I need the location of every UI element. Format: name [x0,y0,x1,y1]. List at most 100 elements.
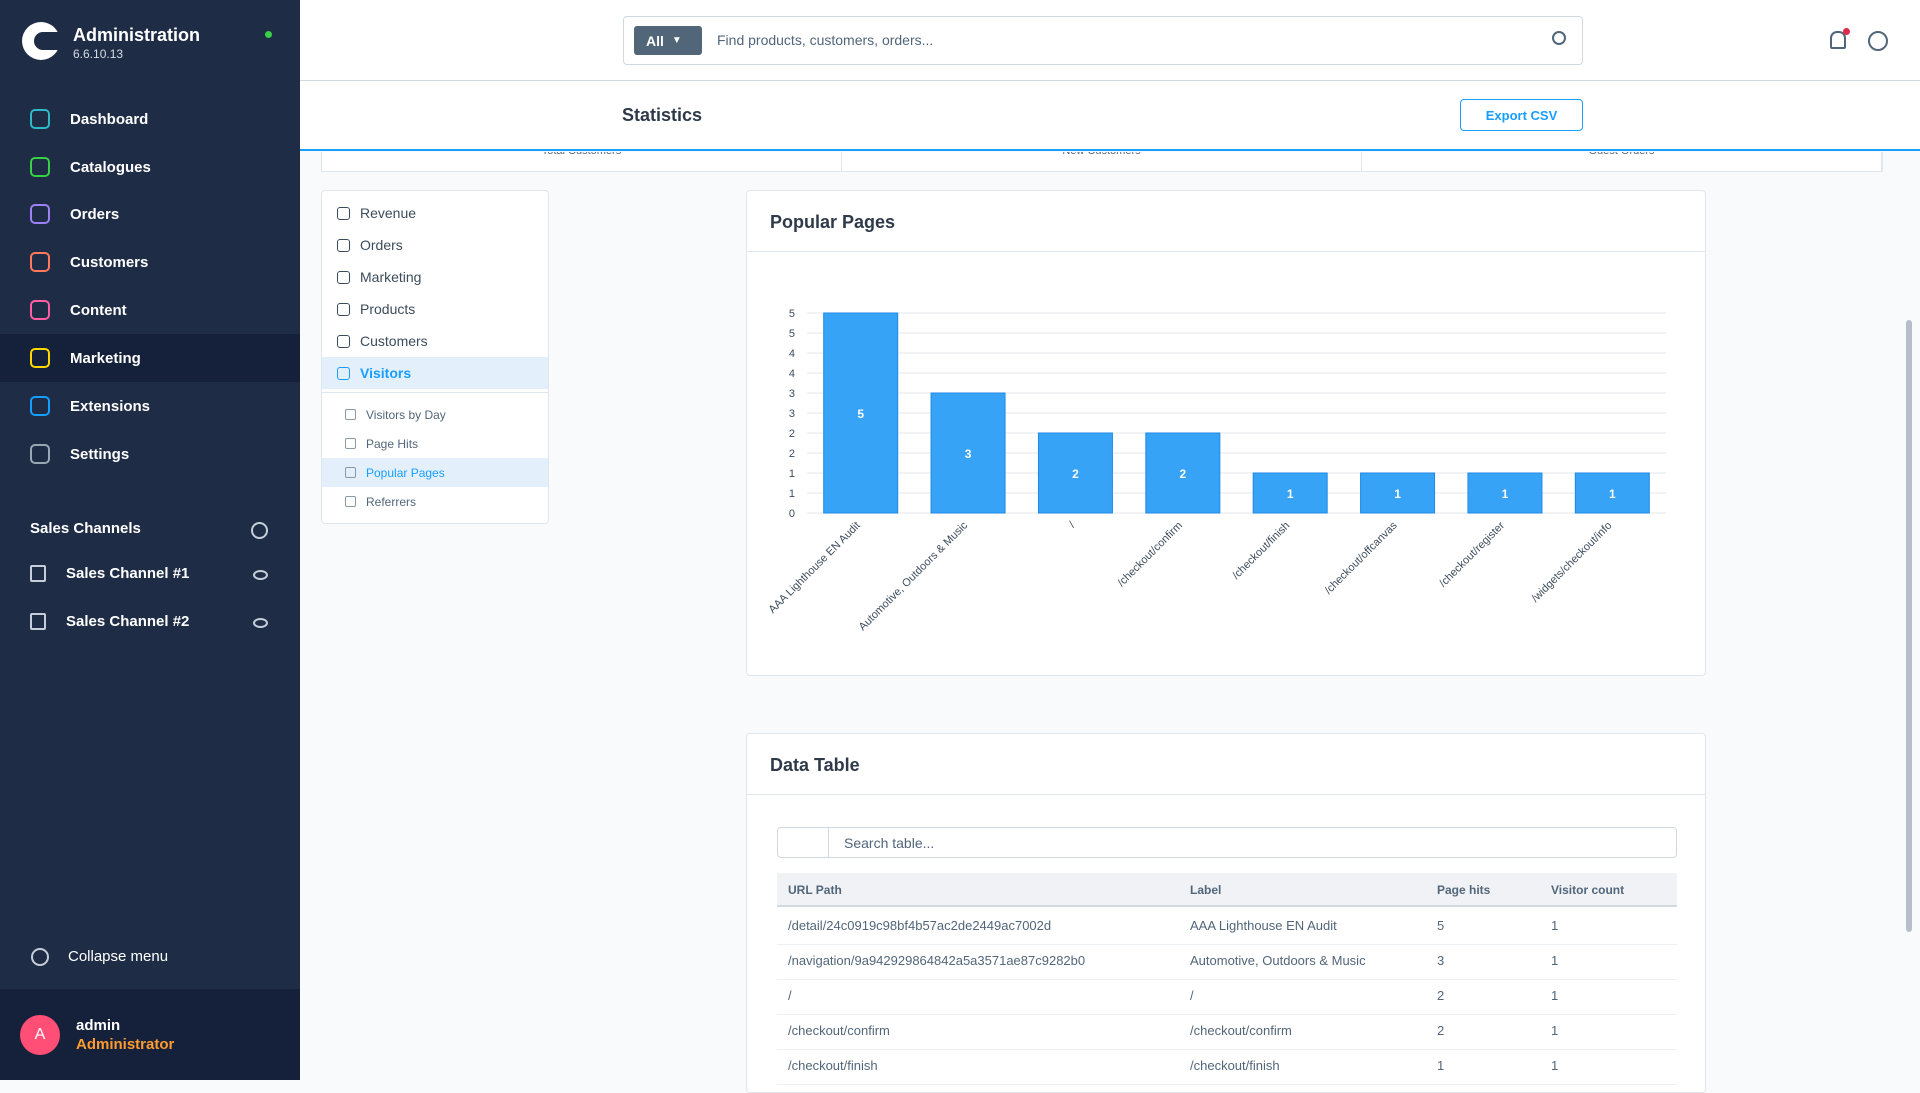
data-label: 3 [965,447,972,461]
y-tick-label: 5 [789,308,795,320]
help[interactable] [1868,31,1888,51]
visibility[interactable] [253,618,268,628]
bar [1145,432,1221,514]
search-filter[interactable]: All ▼ [634,26,702,55]
submenu-icon [345,467,356,478]
menu-icon [337,207,350,220]
table-title: Data Table [770,755,860,775]
submenu-item[interactable]: Referrers [322,487,548,516]
data-label: 2 [1072,467,1079,481]
export-button[interactable]: Export CSV [1460,99,1583,131]
table-cell: /checkout/finish [1190,1058,1280,1073]
menu-icon [337,335,350,348]
table-cell: 1 [1551,1058,1559,1073]
table-header: URL Path Label Page hits Visitor count [777,873,1677,907]
submenu-label: Popular Pages [366,465,445,480]
summary-strip: Total CustomersNew CustomersGuest Orders [321,152,1883,172]
nav-icon [30,204,50,224]
row-divider [777,1084,1677,1085]
user-role: Administrator [76,1036,175,1053]
y-tick-label: 3 [789,388,795,400]
nav-label: Customers [70,253,149,271]
avatar: A [20,1015,60,1055]
page-title: Statistics [622,105,703,125]
table-cell: 1 [1551,953,1559,968]
menu-item[interactable]: Marketing [322,261,548,293]
data-label: 1 [1287,487,1294,501]
menu-item[interactable]: Orders [322,229,548,261]
logo[interactable] [22,22,60,60]
notifications[interactable] [1830,31,1846,49]
table-cell: 2 [1437,988,1445,1003]
table-cell: 1 [1437,1058,1445,1073]
x-tick-label: AAA Lighthouse EN Audit [767,520,863,616]
menu-icon [337,239,350,252]
search-icon [1552,31,1566,45]
nav-icon [30,300,50,320]
nav-item[interactable]: Settings [0,430,300,478]
submenu-item[interactable]: Popular Pages [322,458,548,487]
y-tick-label: 3 [789,408,795,420]
title-bar: Statistics Export CSV [300,81,1920,151]
nav-item[interactable]: Orders [0,190,300,238]
status-dot [265,31,272,38]
table-cell: /detail/24c0919c98bf4b57ac2de2449ac7002d [788,918,1052,933]
nav-item[interactable]: Extensions [0,382,300,430]
nav-item[interactable]: Customers [0,238,300,286]
nav-item[interactable]: Marketing [0,334,300,382]
column-header[interactable]: Page hits [1437,883,1491,897]
table-cell: /checkout/finish [788,1058,878,1073]
submenu-item[interactable]: Visitors by Day [322,400,548,429]
table-search[interactable]: Search table... [777,827,1677,858]
table-cell: / [788,988,792,1003]
submenu-icon [345,409,356,420]
bar [1467,472,1543,514]
nav-icon [30,444,50,464]
x-tick-label: /checkout/finish [1230,520,1292,582]
collapse-menu[interactable]: Collapse menu [68,948,169,965]
y-tick-label: 4 [789,368,795,380]
channel[interactable]: Sales Channel #2 [66,613,190,630]
nav-icon [30,109,50,129]
channel-icon [30,613,46,630]
column-header[interactable]: URL Path [788,883,842,897]
scrollbar[interactable] [1906,320,1912,932]
header: All ▼ Find products, customers, orders... [300,0,1920,81]
table-cell: /checkout/confirm [1190,1023,1292,1038]
menu-item[interactable]: Customers [322,325,548,357]
row-divider [777,1049,1677,1050]
bar [930,392,1006,514]
submenu-item[interactable]: Page Hits [322,429,548,458]
submenu-label: Page Hits [366,436,419,451]
submenu-icon [345,496,356,507]
notification-dot [1843,28,1850,35]
visibility[interactable] [253,570,268,580]
chart-card: Popular Pages 0 1 1 2 2 3 3 4 4 5 5 5 AAA Lighthouse… [746,190,1706,676]
channel[interactable]: Sales Channel #1 [66,565,190,582]
stats-menu: Revenue Orders Marketing Products Customers V… [321,190,549,524]
table-cell: 3 [1437,953,1445,968]
chart-title: Popular Pages [770,212,896,232]
nav-item[interactable]: Catalogues [0,143,300,191]
data-label: 1 [1502,487,1509,501]
y-tick-label: 5 [789,328,795,340]
channel-icon [30,565,46,582]
nav-label: Catalogues [70,158,151,176]
global-search[interactable]: All ▼ Find products, customers, orders... [623,16,1583,65]
menu-item[interactable]: Revenue [322,197,548,229]
x-tick-label: Automotive, Outdoors & Music [857,519,971,633]
menu-item[interactable]: Visitors [322,357,548,389]
summary-label: New Customers [842,152,1362,171]
user-name: admin [76,1017,121,1034]
column-header[interactable]: Visitor count [1551,883,1625,897]
bar [1360,472,1436,514]
menu-item[interactable]: Products [322,293,548,325]
column-header[interactable]: Label [1190,883,1222,897]
nav-item[interactable]: Content [0,286,300,334]
nav-item[interactable]: Dashboard [0,95,300,143]
x-tick-label: /checkout/confirm [1115,520,1184,589]
row-divider [777,944,1677,945]
row-divider [777,979,1677,980]
add-channel[interactable] [251,522,268,539]
nav-icon [30,396,50,416]
